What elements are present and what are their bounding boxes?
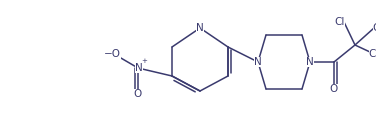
Text: N: N [196,23,204,33]
Text: −O: −O [103,49,120,59]
Text: O: O [134,89,142,99]
Text: +: + [141,58,147,64]
Text: Cl: Cl [335,17,345,27]
Text: N: N [306,57,314,67]
Text: O: O [330,84,338,94]
Text: N: N [135,63,143,73]
Text: Cl: Cl [373,23,376,33]
Text: N: N [254,57,262,67]
Text: Cl: Cl [369,49,376,59]
